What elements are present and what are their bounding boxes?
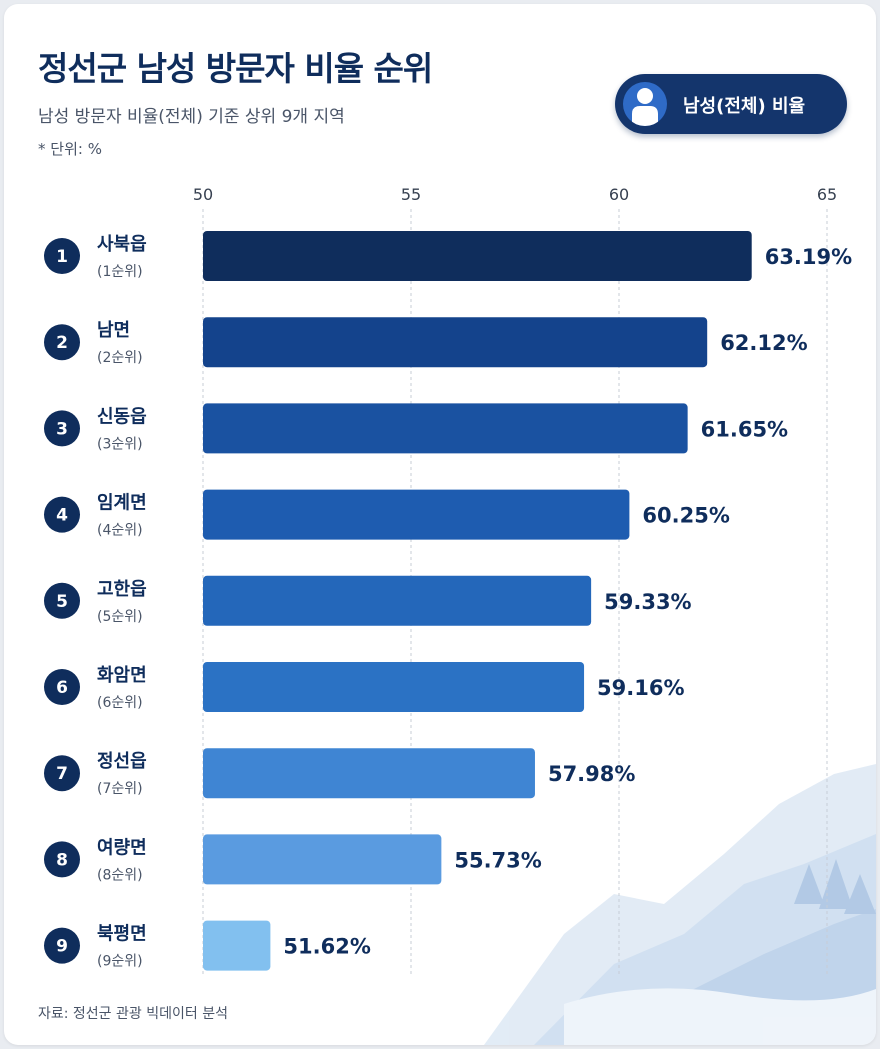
unit-note: * 단위: % [38, 140, 102, 158]
category-label: 사북읍 [97, 234, 147, 255]
rank-label: (5순위) [97, 609, 143, 625]
rank-label: (8순위) [97, 867, 143, 883]
chart-rows: 1사북읍(1순위)63.19%2남면(2순위)62.12%3신동읍(3순위)61… [44, 231, 852, 971]
bar-chart: 50 55 60 65 1사북읍(1순위)63.19%2남면(2순위)62.12%3신… [44, 185, 876, 1045]
value-label: 63.19% [765, 245, 852, 269]
rank-badge [44, 927, 80, 964]
bar [203, 920, 271, 971]
category-label: 정선읍 [97, 751, 147, 772]
chart-row: 4 임계면 (4순위) 60.25% [44, 489, 730, 540]
value-label: 57.98% [548, 762, 635, 786]
chart-card: 정선군 남성 방문자 비율 순위 남성 방문자 비율(전체) 기준 상위 9개 … [4, 4, 876, 1045]
chart-row: 6 화암면 (6순위) 59.16% [44, 662, 685, 712]
chart-row: 3 신동읍 (3순위) 61.65% [44, 403, 788, 454]
value-label: 55.73% [454, 848, 541, 872]
source-note: 자료: 정선군 관광 빅데이터 분석 [38, 1006, 228, 1022]
value-label: 61.65% [701, 417, 788, 441]
value-label: 51.62% [283, 935, 370, 959]
x-tick-label: 50 [193, 185, 213, 204]
category-label: 화암면 [97, 665, 147, 686]
rank-badge [44, 238, 80, 274]
category-label: 북평면 [97, 924, 147, 945]
rank-label: (1순위) [97, 264, 143, 280]
bar [203, 489, 630, 540]
x-tick-label: 55 [401, 185, 421, 204]
bar [203, 575, 592, 626]
person-icon [623, 82, 667, 126]
x-tick-label: 60 [609, 185, 629, 204]
bar [203, 231, 752, 281]
mountain-scenery [484, 764, 876, 1045]
x-tick-label: 65 [817, 185, 837, 204]
chart-title: 정선군 남성 방문자 비율 순위 [38, 49, 433, 88]
rank-label: (2순위) [97, 350, 143, 366]
bar [203, 834, 442, 885]
x-axis-ticks: 50 55 60 65 [193, 185, 837, 204]
chart-row: 7 정선읍 (7순위) 57.98% [44, 748, 635, 799]
rank-badge [44, 841, 80, 878]
chart-row: 5 고한읍 (5순위) 59.33% [44, 575, 692, 626]
rank-badge [44, 669, 80, 705]
rank-number: 4 [56, 506, 68, 526]
value-label: 60.25% [642, 504, 729, 528]
rank-number: 2 [56, 333, 68, 353]
rank-badge [44, 410, 80, 447]
rank-number: 8 [56, 850, 68, 870]
chart-row: 1 사북읍 (1순위) 63.19% [44, 231, 852, 281]
rank-number: 5 [56, 592, 68, 612]
value-label: 62.12% [720, 331, 807, 355]
rank-number: 7 [56, 764, 68, 784]
chart-row: 9 북평면 (9순위) 51.62% [44, 920, 371, 971]
rank-number: 3 [56, 419, 68, 439]
rank-badge [44, 582, 80, 619]
rank-badge [44, 496, 80, 533]
chart-row: 2 남면 (2순위) 62.12% [44, 317, 808, 368]
rank-label: (3순위) [97, 436, 143, 452]
rank-label: (4순위) [97, 523, 143, 539]
bar [203, 662, 585, 712]
rank-badge [44, 755, 80, 792]
rank-badge [44, 324, 80, 361]
category-label: 여량면 [97, 837, 147, 858]
legend-badge: 남성(전체) 비율 [615, 74, 847, 134]
category-label: 고한읍 [97, 579, 147, 600]
bar [203, 403, 688, 454]
rank-label: (6순위) [97, 695, 143, 711]
rank-number: 1 [56, 247, 68, 267]
value-label: 59.16% [597, 676, 684, 700]
value-label: 59.33% [604, 590, 691, 614]
rank-label: (7순위) [97, 781, 143, 797]
chart-subtitle: 남성 방문자 비율(전체) 기준 상위 9개 지역 [38, 107, 345, 127]
category-label: 신동읍 [97, 406, 147, 427]
chart-row: 8 여량면 (8순위) 55.73% [44, 834, 542, 885]
bar [203, 317, 708, 368]
category-label: 임계면 [97, 493, 147, 514]
badge-label: 남성(전체) 비율 [683, 96, 806, 117]
rank-number: 6 [56, 678, 68, 698]
bar [203, 748, 535, 799]
rank-label: (9순위) [97, 954, 143, 970]
rank-number: 9 [56, 937, 68, 957]
category-label: 남면 [97, 320, 130, 341]
